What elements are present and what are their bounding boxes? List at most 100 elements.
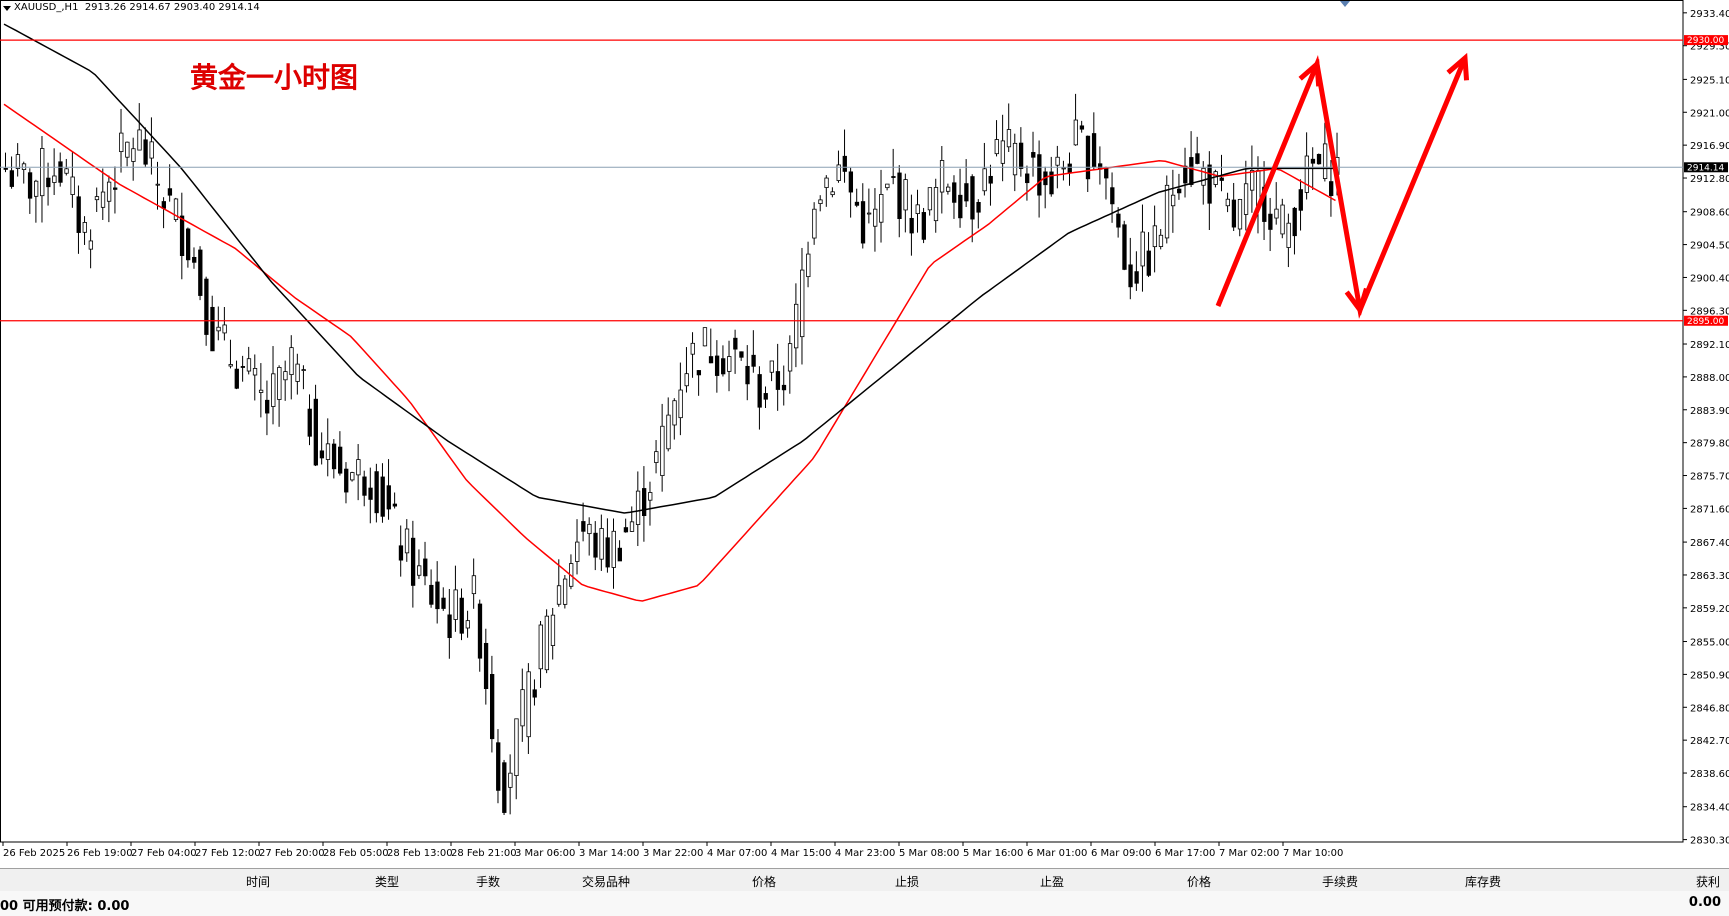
price-chart[interactable]: 2933.40 2929.30 2925.10 2921.00 2916.90 2912.… bbox=[0, 0, 1729, 862]
x-tick-label: 27 Feb 12:00 bbox=[195, 848, 261, 859]
column-header[interactable]: 止损 bbox=[894, 875, 920, 889]
candle-bull bbox=[1006, 129, 1012, 148]
terminal-table-header: 时间 类型 手数 交易品种 价格 止损 止盈 价格 手续费 库存费 获利 bbox=[0, 868, 1729, 892]
candle-bear bbox=[952, 182, 957, 203]
candle-bear bbox=[240, 366, 246, 368]
candle-bear bbox=[909, 217, 914, 234]
candle-bear bbox=[593, 532, 598, 558]
arrow-head-up-icon bbox=[1446, 52, 1470, 81]
column-header[interactable]: 止盈 bbox=[1039, 875, 1065, 889]
level-price-tag bbox=[1684, 35, 1728, 46]
candle-bear bbox=[441, 597, 446, 609]
candle-bear bbox=[429, 584, 434, 605]
candle-bull bbox=[88, 240, 94, 250]
candle-bear bbox=[964, 183, 969, 202]
candle-bull bbox=[684, 373, 689, 387]
candle-bull bbox=[131, 148, 136, 162]
y-tick-label: 2859.20 bbox=[1690, 604, 1729, 615]
profit-total: 0.00 bbox=[1688, 895, 1721, 910]
candle-bull bbox=[137, 129, 142, 151]
current-price-tag bbox=[1684, 162, 1728, 173]
candle-bull bbox=[1213, 171, 1218, 185]
candle-bull bbox=[660, 425, 665, 476]
candle-bear bbox=[459, 597, 464, 634]
candle-bear bbox=[1104, 167, 1109, 179]
candle-bear bbox=[1067, 163, 1072, 174]
terminal-status-bar: 00 可用预付款: 0.00 0.00 bbox=[0, 891, 1729, 916]
candle-bull bbox=[879, 194, 884, 223]
candle-bull bbox=[1012, 142, 1018, 176]
y-tick-label: 2892.10 bbox=[1690, 340, 1729, 351]
candle-bull bbox=[903, 179, 908, 211]
column-header[interactable]: 手续费 bbox=[1321, 875, 1359, 889]
candle-bear bbox=[958, 194, 963, 219]
candle-bull bbox=[915, 204, 920, 214]
candle-bear bbox=[374, 471, 379, 514]
y-tick-label: 2842.70 bbox=[1690, 736, 1729, 747]
x-tick-label: 7 Mar 02:00 bbox=[1219, 848, 1279, 859]
candle-bear bbox=[179, 215, 185, 256]
candle-bull bbox=[550, 614, 556, 646]
column-header[interactable]: 手数 bbox=[475, 875, 501, 889]
chart-menu-triangle-icon[interactable] bbox=[3, 6, 11, 11]
candle-bear bbox=[344, 468, 349, 493]
candle-bear bbox=[897, 172, 902, 219]
candle-bull bbox=[82, 222, 87, 233]
column-header[interactable]: 交易品种 bbox=[581, 875, 631, 889]
candle-bull bbox=[252, 368, 258, 376]
x-tick-label: 6 Mar 17:00 bbox=[1155, 848, 1215, 859]
candle-bear bbox=[410, 537, 416, 586]
candle-bull bbox=[727, 356, 732, 372]
candle-bull bbox=[15, 154, 21, 169]
slow-ma-line bbox=[3, 23, 1336, 514]
plot-frame bbox=[0, 0, 1684, 843]
y-tick-label: 2850.90 bbox=[1690, 670, 1729, 681]
candle-bull bbox=[228, 364, 233, 367]
candle-bear bbox=[970, 176, 975, 220]
column-header[interactable]: 获利 bbox=[1695, 875, 1721, 889]
candle-bull bbox=[417, 565, 422, 576]
candle-bull bbox=[836, 164, 841, 181]
candle-bear bbox=[532, 689, 537, 698]
y-tick-label: 2912.80 bbox=[1690, 174, 1729, 185]
candle-bull bbox=[100, 191, 106, 208]
candle-bear bbox=[313, 398, 318, 466]
y-tick-label: 2908.60 bbox=[1690, 208, 1729, 219]
y-tick-label: 2846.80 bbox=[1690, 703, 1729, 714]
candle-bull bbox=[94, 196, 100, 201]
candle-bear bbox=[489, 674, 495, 740]
candle-bear bbox=[502, 762, 507, 813]
candle-bear bbox=[1134, 271, 1139, 284]
candle-bull bbox=[933, 187, 939, 222]
candle-bear bbox=[46, 177, 51, 188]
candle-bear bbox=[113, 187, 118, 190]
candle-bull bbox=[830, 191, 835, 196]
x-tick-label: 28 Feb 21:00 bbox=[451, 848, 517, 859]
candle-bull bbox=[350, 472, 355, 481]
column-header[interactable]: 价格 bbox=[751, 875, 777, 889]
candle-bull bbox=[1243, 183, 1249, 215]
candle-bull bbox=[885, 183, 890, 189]
column-header[interactable]: 价格 bbox=[1186, 875, 1212, 889]
candle-bear bbox=[617, 547, 622, 562]
column-header[interactable]: 库存费 bbox=[1464, 875, 1502, 889]
candle-bull bbox=[927, 187, 933, 211]
candle-bull bbox=[806, 253, 811, 278]
candle-bull bbox=[702, 327, 708, 347]
candle-bear bbox=[337, 446, 343, 474]
chart-area[interactable]: 2933.40 2929.30 2925.10 2921.00 2916.90 2912.… bbox=[0, 0, 1729, 862]
column-header[interactable]: 时间 bbox=[245, 875, 271, 889]
y-tick-label: 2863.30 bbox=[1690, 571, 1729, 582]
x-tick-label: 28 Feb 13:00 bbox=[387, 848, 453, 859]
candle-bear bbox=[1310, 158, 1316, 164]
candle-bull bbox=[40, 148, 45, 197]
candle-bear bbox=[265, 399, 270, 414]
candle-bear bbox=[392, 503, 398, 507]
column-header[interactable]: 类型 bbox=[374, 875, 400, 889]
y-tick-label: 2933.40 bbox=[1690, 9, 1729, 20]
candle-bear bbox=[1128, 264, 1133, 288]
y-tick-label: 2921.00 bbox=[1690, 108, 1729, 119]
candle-bull bbox=[544, 615, 550, 671]
candle-bull bbox=[465, 620, 470, 629]
candle-bull bbox=[1225, 198, 1230, 207]
